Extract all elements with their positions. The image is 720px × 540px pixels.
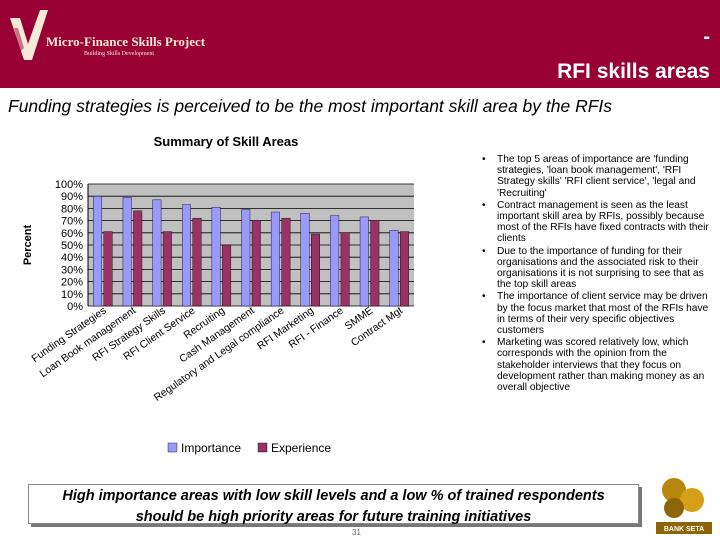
bar-experience bbox=[103, 231, 113, 307]
legend-swatch-importance bbox=[167, 442, 178, 453]
header-dash: - bbox=[703, 26, 710, 48]
skill-areas-chart: Summary of Skill Areas 0%10%20%30%40%50%6… bbox=[22, 134, 414, 455]
logo-title: Micro-Finance Skills Project bbox=[46, 34, 206, 49]
page-number: 31 bbox=[352, 528, 361, 537]
takeaway-line-2: should be high priority areas for future… bbox=[135, 509, 532, 525]
bar-importance bbox=[211, 206, 221, 307]
y-tick-label: 50% bbox=[61, 240, 83, 252]
page-title: RFI skills areas bbox=[557, 60, 710, 83]
chart-title: Summary of Skill Areas bbox=[154, 134, 299, 149]
bank-seta-logo-icon: BANK SETA bbox=[656, 478, 712, 534]
y-tick-label: 80% bbox=[61, 203, 83, 215]
bar-importance bbox=[270, 211, 280, 307]
y-axis-label: Percent bbox=[22, 224, 34, 265]
bar-experience bbox=[370, 220, 380, 307]
bar-experience bbox=[133, 210, 143, 307]
y-tick-label: 90% bbox=[61, 191, 83, 203]
legend-label: Experience bbox=[271, 441, 331, 455]
bullet-item: Contract management is seen as the least… bbox=[480, 200, 718, 245]
legend-label: Importance bbox=[181, 441, 241, 455]
bar-experience bbox=[340, 232, 350, 307]
bar-importance bbox=[152, 199, 162, 307]
bar-importance bbox=[122, 197, 132, 307]
legend-swatch-experience bbox=[257, 442, 268, 453]
bullet-item: Marketing was scored relatively low, whi… bbox=[480, 337, 718, 393]
bar-importance bbox=[300, 213, 310, 307]
bar-importance bbox=[359, 216, 369, 307]
bar-experience bbox=[251, 220, 261, 307]
bar-importance bbox=[330, 215, 340, 307]
y-tick-label: 70% bbox=[61, 216, 83, 228]
bar-importance bbox=[93, 195, 103, 307]
micro-finance-logo-icon bbox=[10, 10, 48, 60]
y-tick-label: 30% bbox=[61, 264, 83, 276]
y-tick-label: 60% bbox=[61, 228, 83, 240]
bar-experience bbox=[162, 231, 172, 307]
y-tick-label: 10% bbox=[61, 289, 83, 301]
bullet-item: The importance of client service may be … bbox=[480, 291, 718, 336]
bar-experience bbox=[281, 217, 291, 307]
y-tick-label: 0% bbox=[67, 301, 83, 313]
bar-importance bbox=[182, 204, 191, 307]
bar-experience bbox=[399, 231, 409, 307]
bullet-list: The top 5 areas of importance are 'fundi… bbox=[480, 154, 718, 394]
bar-importance bbox=[389, 230, 399, 307]
y-tick-label: 40% bbox=[61, 252, 83, 264]
takeaway-line-1: High importance areas with low skill lev… bbox=[62, 488, 605, 504]
logo-subtitle: Building Skills Development bbox=[84, 51, 154, 57]
bank-logo-text: BANK SETA bbox=[664, 526, 704, 533]
bar-importance bbox=[241, 209, 251, 307]
bar-experience bbox=[192, 217, 202, 307]
key-takeaway-box: High importance areas with low skill lev… bbox=[28, 484, 639, 525]
bullet-item: Due to the importance of funding for the… bbox=[480, 246, 718, 291]
slide-subtitle: Funding strategies is perceived to be th… bbox=[8, 96, 613, 116]
y-tick-label: 100% bbox=[55, 179, 83, 191]
header-bar: Micro-Finance Skills Project Building Sk… bbox=[0, 0, 720, 88]
bar-experience bbox=[222, 244, 232, 307]
y-tick-label: 20% bbox=[61, 277, 83, 289]
bullet-item: The top 5 areas of importance are 'fundi… bbox=[480, 154, 718, 199]
bar-experience bbox=[311, 233, 320, 307]
